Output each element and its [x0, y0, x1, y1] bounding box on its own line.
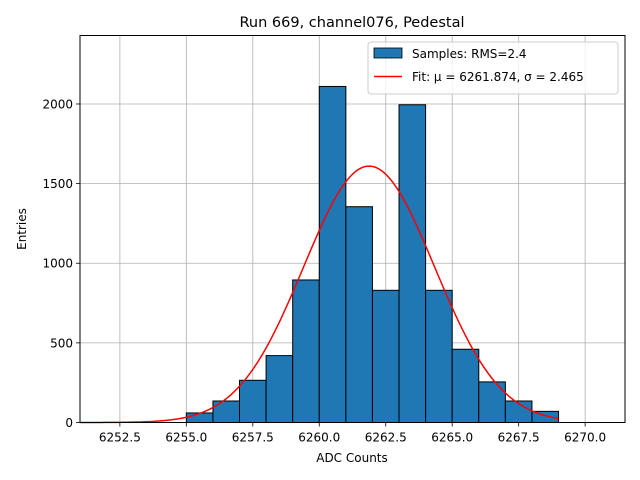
x-tick-label: 6255.0: [165, 431, 207, 445]
legend: Samples: RMS=2.4 Fit: μ = 6261.874, σ = …: [367, 41, 619, 95]
x-tick-label: 6252.5: [99, 431, 141, 445]
y-tick-label: 1000: [42, 257, 73, 271]
chart-title: Run 669, channel076, Pedestal: [239, 15, 464, 31]
x-tick-label: 6262.5: [365, 431, 407, 445]
legend-histogram-label: Samples: RMS=2.4: [412, 47, 527, 61]
x-tick-label: 6265.0: [431, 431, 473, 445]
x-tick-label: 6257.5: [232, 431, 274, 445]
x-axis-label: ADC Counts: [316, 451, 388, 465]
x-tick-label: 6267.5: [498, 431, 540, 445]
histogram-bar: [425, 289, 453, 423]
y-axis-label: Entries: [15, 208, 29, 250]
histogram-bar: [451, 348, 480, 424]
histogram-bar: [185, 412, 214, 424]
y-tick-label: 0: [65, 416, 73, 430]
histogram-bar: [239, 379, 267, 423]
y-tick-label: 500: [50, 336, 73, 350]
x-tick-label: 6260.0: [298, 431, 340, 445]
y-tick-label: 2000: [42, 97, 73, 111]
histogram-bar: [292, 279, 320, 423]
plot-frame: [79, 35, 626, 423]
histogram-bar: [398, 104, 427, 424]
legend-histogram-swatch: [373, 47, 403, 59]
y-tick-label: 1500: [42, 177, 73, 191]
histogram-bar: [371, 289, 400, 423]
histogram-bar: [265, 355, 294, 423]
histogram-bar: [212, 400, 241, 423]
y-axis: 0 500 1000 1500 2000: [42, 97, 80, 430]
histogram-bar: [318, 85, 347, 424]
histogram-bars: [185, 85, 560, 424]
legend-box: [367, 41, 619, 95]
x-tick-label: 6270.0: [564, 431, 606, 445]
histogram-bar: [345, 206, 373, 423]
histogram-bar: [478, 381, 506, 423]
legend-fit-label: Fit: μ = 6261.874, σ = 2.465: [412, 70, 584, 84]
fit-curve: [80, 165, 559, 424]
x-axis: 6252.5 6255.0 6257.5 6260.0 6262.5 6265.0 6267…: [99, 422, 606, 445]
